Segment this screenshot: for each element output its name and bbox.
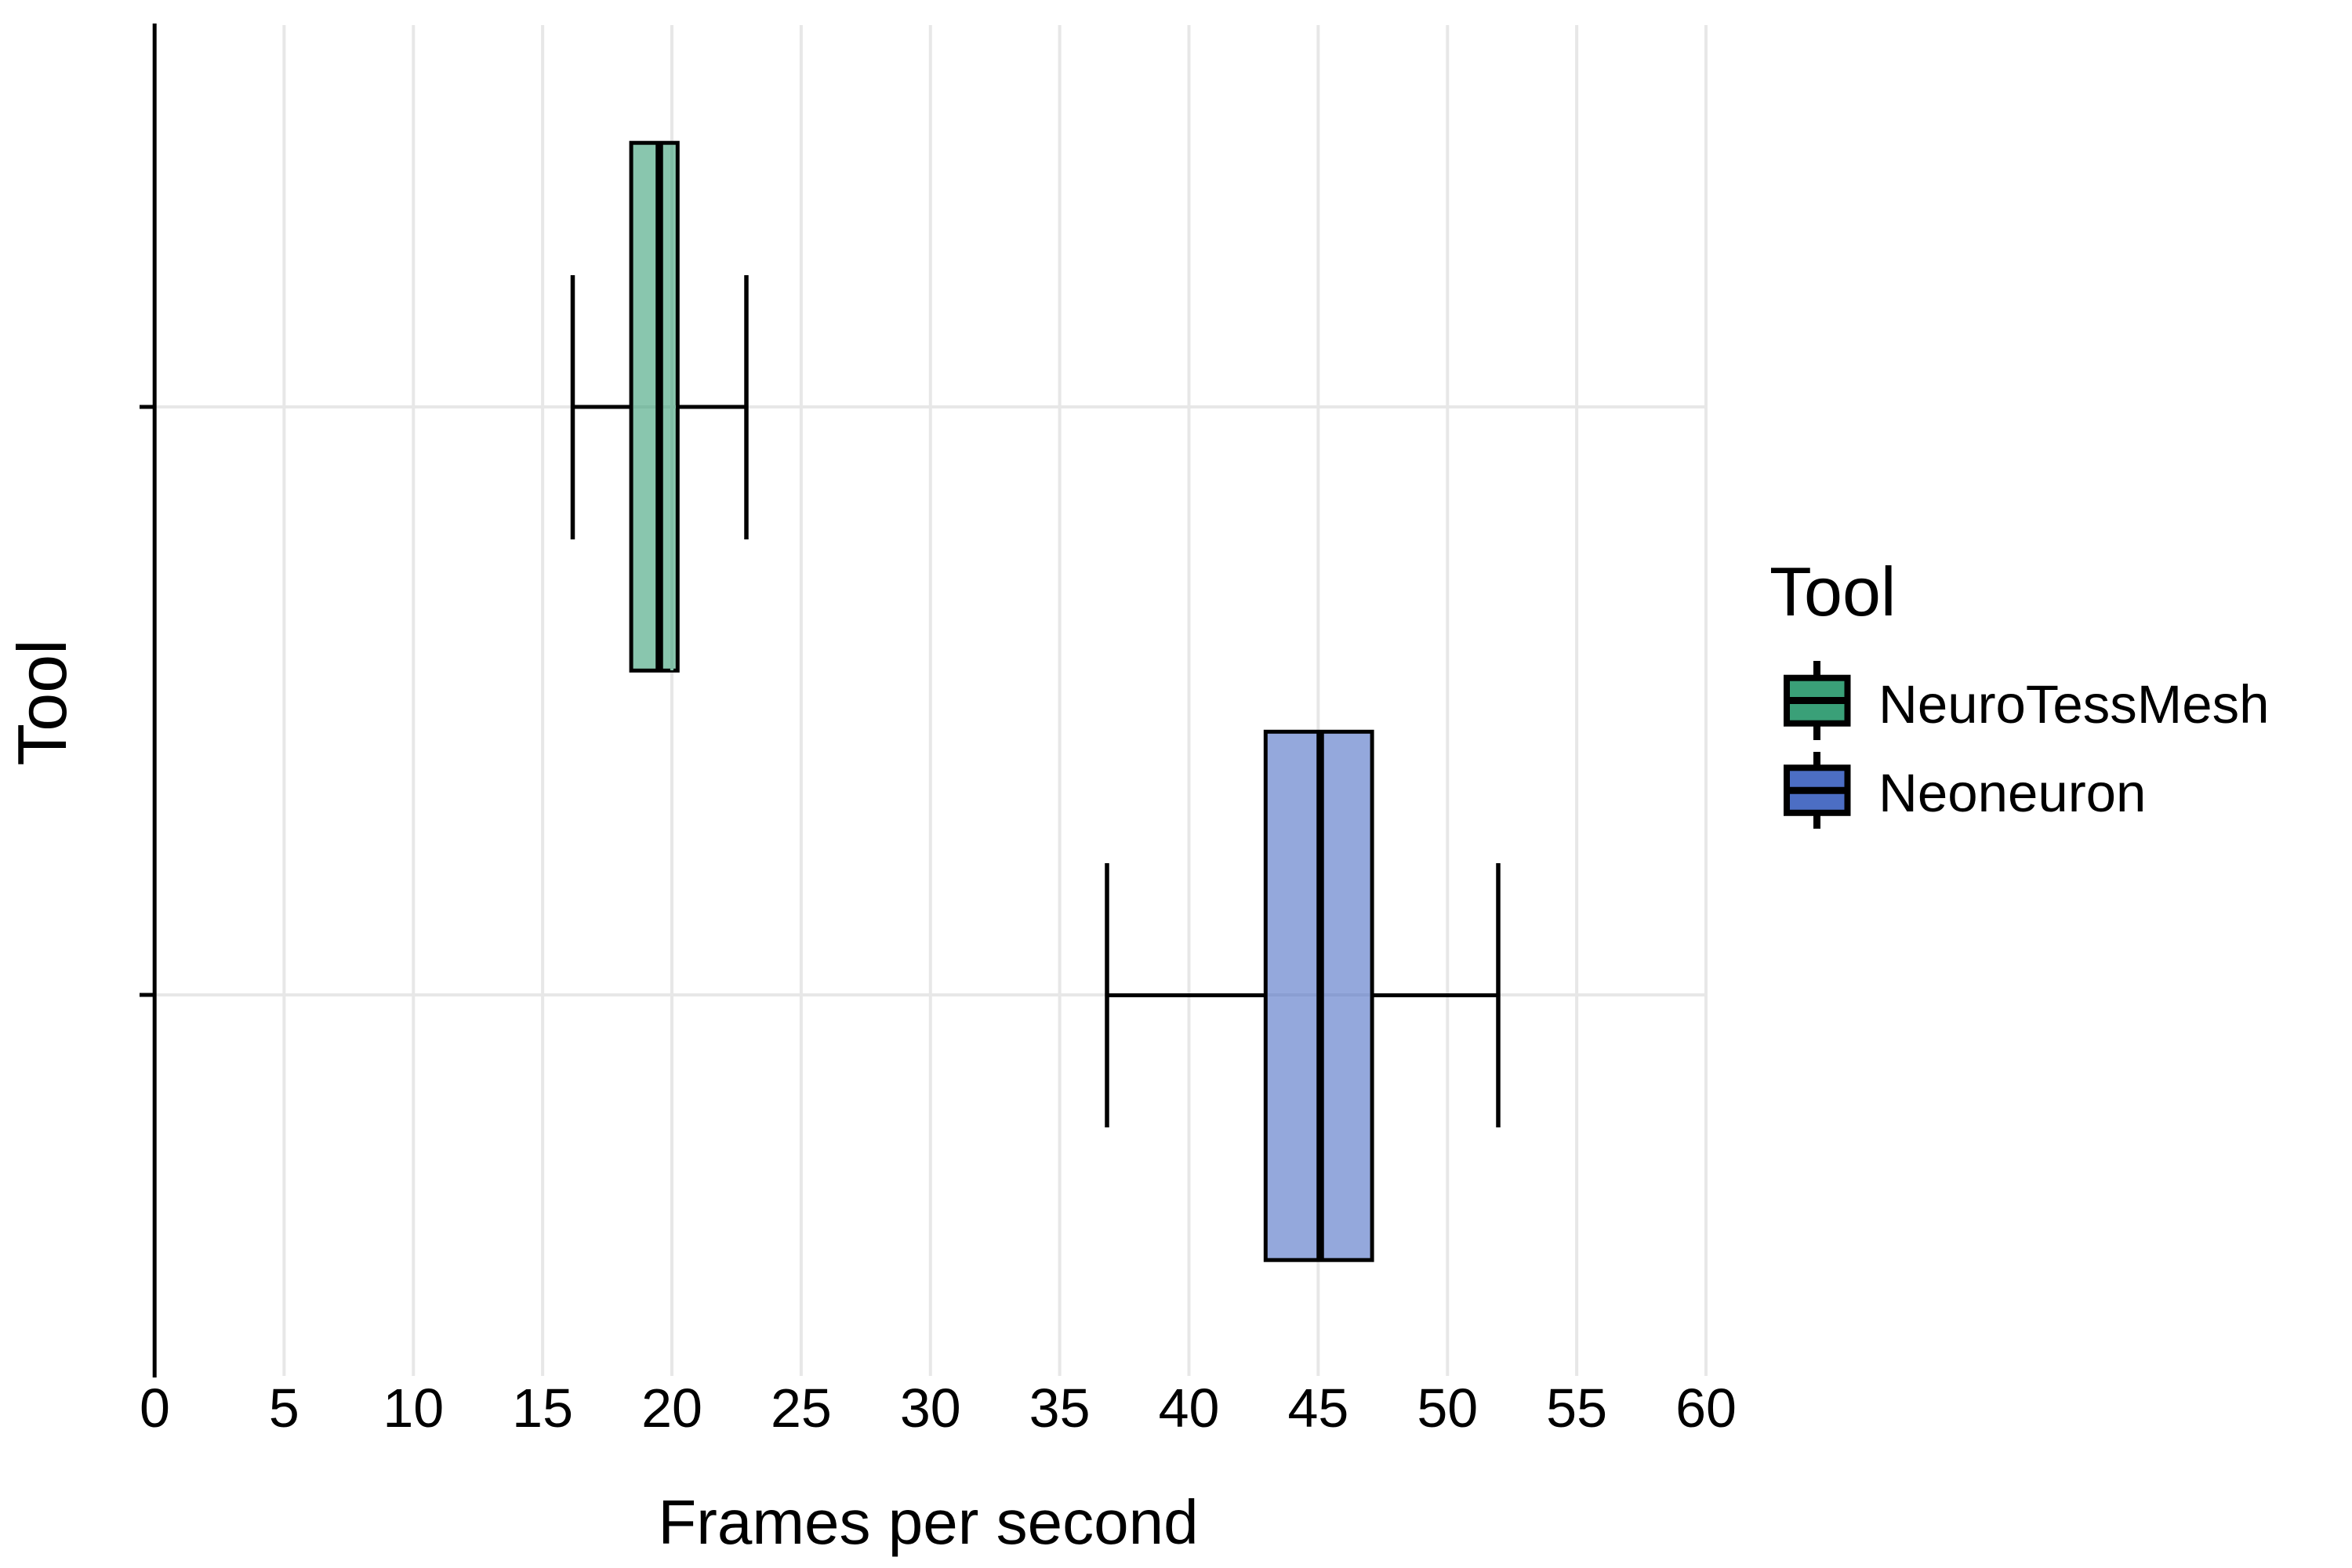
svg-text:Neoneuron: Neoneuron <box>1878 763 2146 823</box>
svg-text:10: 10 <box>383 1377 444 1439</box>
svg-text:60: 60 <box>1675 1377 1737 1439</box>
svg-text:Tool: Tool <box>1769 553 1896 630</box>
svg-text:0: 0 <box>140 1377 170 1439</box>
svg-text:40: 40 <box>1159 1377 1220 1439</box>
svg-text:50: 50 <box>1417 1377 1478 1439</box>
svg-text:30: 30 <box>900 1377 961 1439</box>
svg-text:Frames per second: Frames per second <box>658 1487 1198 1557</box>
svg-text:NeuroTessMesh: NeuroTessMesh <box>1878 674 2270 735</box>
svg-text:35: 35 <box>1029 1377 1091 1439</box>
svg-text:Tool: Tool <box>3 639 81 765</box>
svg-text:15: 15 <box>512 1377 573 1439</box>
svg-text:25: 25 <box>771 1377 832 1439</box>
svg-text:55: 55 <box>1546 1377 1607 1439</box>
svg-text:20: 20 <box>641 1377 702 1439</box>
svg-text:45: 45 <box>1287 1377 1348 1439</box>
svg-text:5: 5 <box>269 1377 299 1439</box>
